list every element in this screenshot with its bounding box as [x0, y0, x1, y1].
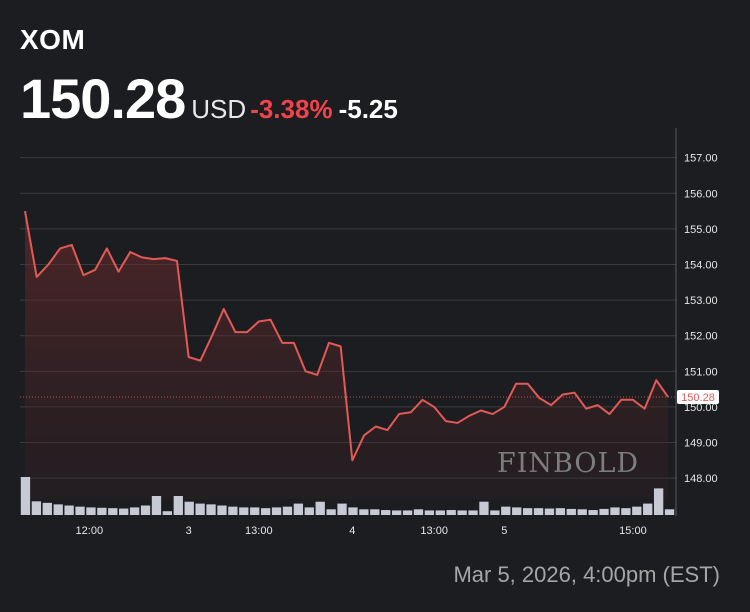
- y-tick-label: 153.00: [684, 295, 718, 307]
- volume-bar: [151, 496, 162, 515]
- volume-bar: [566, 508, 576, 515]
- volume-bar: [64, 505, 74, 515]
- volume-bar: [206, 504, 216, 515]
- volume-bar: [239, 507, 249, 515]
- change-percent: -3.38%: [250, 94, 333, 124]
- volume-bar: [533, 508, 544, 515]
- volume-bars: [20, 477, 675, 515]
- y-tick-label: 150.00: [684, 402, 718, 414]
- volume-bar: [326, 509, 336, 515]
- volume-bar: [435, 510, 445, 515]
- x-tick-label: 5: [501, 525, 507, 537]
- price-tag-label: 150.28: [681, 392, 715, 404]
- volume-bar: [610, 507, 620, 515]
- volume-bar: [457, 510, 467, 515]
- volume-bar: [53, 504, 63, 515]
- change-absolute: -5.25: [338, 94, 398, 124]
- volume-bar: [544, 508, 555, 515]
- volume-bar: [75, 506, 85, 515]
- volume-bar: [490, 510, 500, 515]
- volume-bar: [577, 509, 587, 515]
- y-tick-label: 154.00: [684, 260, 718, 272]
- volume-bar: [424, 510, 435, 515]
- price-tag: 150.28: [677, 389, 719, 404]
- volume-bar: [140, 505, 151, 515]
- volume-bar: [337, 503, 347, 515]
- volume-bar: [501, 506, 511, 515]
- price-tag-box: [677, 389, 719, 404]
- volume-bar: [555, 508, 566, 515]
- volume-bar: [381, 510, 391, 515]
- y-tick-label: 149.00: [684, 438, 718, 450]
- volume-bar: [468, 510, 478, 515]
- volume-bar: [173, 496, 183, 515]
- volume-bar: [512, 507, 522, 515]
- volume-bar: [359, 509, 369, 515]
- volume-bar: [20, 477, 31, 515]
- volume-bar: [304, 507, 314, 515]
- watermark-logo: FINBOLD: [497, 448, 640, 479]
- volume-bar: [108, 508, 118, 515]
- y-tick-label: 151.00: [684, 366, 718, 378]
- volume-bar: [446, 510, 456, 515]
- currency-label: USD: [191, 94, 247, 124]
- volume-bar: [86, 507, 96, 515]
- volume-bar: [653, 488, 664, 515]
- volume-bar: [293, 503, 304, 515]
- y-tick-label: 156.00: [684, 188, 718, 200]
- volume-bar: [348, 507, 358, 515]
- timestamp: Mar 5, 2026, 4:00pm (EST): [453, 562, 720, 587]
- y-axis-ticks: 148.00 149.00 150.00 151.00 152.00 153.00 154.…: [684, 153, 718, 485]
- volume-bar: [391, 510, 402, 515]
- volume-bar: [217, 505, 227, 515]
- price-area-fill: [25, 211, 668, 500]
- price-line: [24, 210, 669, 462]
- volume-bar: [413, 509, 424, 515]
- volume-bar: [31, 501, 42, 515]
- x-tick-label: 13:00: [420, 525, 448, 537]
- volume-bar: [621, 508, 631, 515]
- y-tick-label: 157.00: [684, 153, 718, 165]
- volume-bar: [260, 508, 271, 515]
- last-price: 150.28: [20, 67, 186, 130]
- volume-bar: [228, 506, 238, 515]
- volume-bar: [250, 507, 260, 515]
- volume-bar: [632, 506, 642, 515]
- volume-bar: [643, 503, 653, 515]
- volume-bar: [97, 507, 107, 515]
- volume-bar: [402, 510, 413, 515]
- ticker-symbol: XOM: [20, 24, 86, 55]
- volume-bar: [129, 507, 140, 515]
- x-axis-ticks: 12:00 3 13:00 4 13:00 5 15:00: [76, 525, 647, 537]
- price-area: [25, 211, 668, 500]
- volume-bar: [119, 508, 129, 515]
- volume-bar: [271, 507, 282, 515]
- volume-bar: [282, 506, 293, 515]
- volume-bar: [195, 503, 205, 515]
- volume-bar: [664, 509, 675, 515]
- y-tick-label: 148.00: [684, 473, 718, 485]
- y-tick-label: 155.00: [684, 224, 718, 236]
- volume-bar: [315, 501, 325, 515]
- y-tick-label: 152.00: [684, 331, 718, 343]
- volume-bar: [42, 502, 52, 515]
- quote-row: 150.28 USD -3.38% -5.25: [20, 66, 398, 131]
- x-tick-label: 13:00: [245, 525, 273, 537]
- x-tick-label: 3: [186, 525, 192, 537]
- volume-bar: [184, 501, 194, 515]
- price-series-line: [24, 210, 669, 462]
- volume-bar: [522, 508, 533, 515]
- volume-bar: [599, 508, 609, 515]
- x-tick-label: 15:00: [619, 525, 647, 537]
- volume-bar: [479, 501, 489, 515]
- x-tick-label: 12:00: [76, 525, 104, 537]
- volume-bar: [370, 509, 380, 515]
- volume-bar: [588, 510, 598, 515]
- volume-bar: [162, 511, 173, 515]
- x-tick-label: 4: [349, 525, 355, 537]
